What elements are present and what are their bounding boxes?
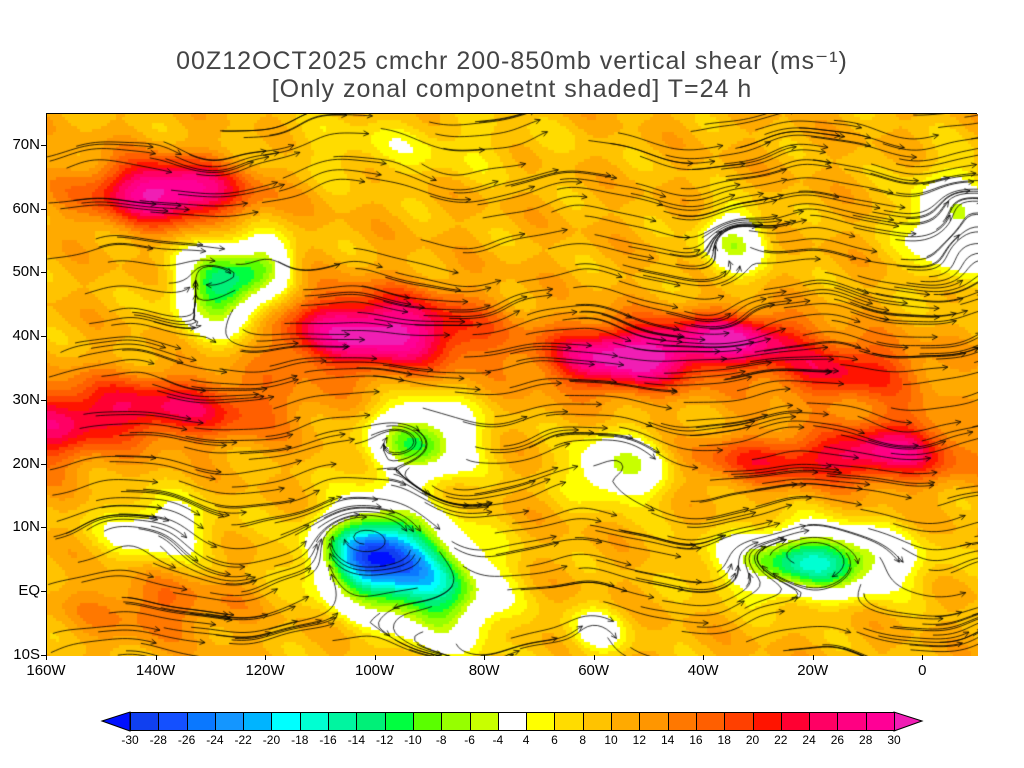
colorbar-label: 14: [660, 733, 675, 747]
colorbar-swatch: [356, 712, 386, 731]
lat-tick-label: 60N: [12, 199, 40, 217]
lon-tick-label: 140W: [135, 662, 176, 679]
colorbar-label: -12: [375, 733, 394, 747]
lon-tick-mark: [46, 655, 47, 660]
lat-tick-mark: [41, 655, 46, 656]
colorbar-label: 26: [830, 733, 845, 747]
colorbar-swatch: [130, 712, 160, 731]
colorbar-label: -10: [404, 733, 422, 747]
colorbar-label: 10: [604, 733, 618, 747]
colorbar-swatch: [328, 712, 358, 731]
lat-tick-label: 70N: [12, 135, 40, 153]
colorbar-swatch: [752, 712, 782, 731]
lon-tick-label: 0: [918, 662, 927, 679]
lon-tick-label: 100W: [354, 662, 395, 679]
colorbar-label: -6: [464, 733, 475, 747]
lon-tick-label: 160W: [26, 662, 66, 679]
lon-tick-label: 40W: [687, 662, 719, 679]
lat-tick-label: 10N: [12, 518, 40, 536]
chart-title: 00Z12OCT2025 cmchr 200-850mb vertical sh…: [176, 47, 848, 75]
lat-tick-mark: [41, 463, 46, 465]
colorbar-label: -20: [262, 733, 281, 747]
colorbar-swatch: [271, 712, 301, 731]
colorbar-label: -8: [435, 733, 447, 747]
colorbar-swatch: [695, 712, 726, 731]
colorbar-label: 12: [632, 733, 646, 747]
colorbar-label: -18: [291, 733, 309, 747]
lon-tick-label: 80W: [468, 662, 500, 679]
lat-tick-label: 10S: [13, 646, 40, 663]
colorbar-swatch: [724, 712, 754, 731]
colorbar-label: -28: [149, 733, 167, 747]
lat-tick-label: EQ: [18, 582, 40, 600]
colorbar-swatch: [526, 712, 556, 731]
lat-tick-mark: [41, 144, 46, 146]
colorbar-swatch: [667, 712, 697, 731]
lon-tick-mark: [374, 655, 376, 660]
colorbar-swatch: [299, 712, 330, 731]
colorbar-swatch: [412, 712, 443, 731]
colorbar-label: -16: [319, 733, 337, 747]
shear-streamlines: [47, 114, 978, 656]
lon-tick-mark: [922, 655, 924, 660]
colorbar-label: 6: [551, 733, 558, 747]
colorbar-label: -24: [206, 733, 224, 747]
colorbar-min-arrow: [100, 711, 131, 732]
shear-map: [46, 113, 978, 656]
colorbar-label: -22: [234, 733, 252, 747]
colorbar-swatch: [780, 712, 811, 731]
lon-tick-label: 120W: [245, 662, 285, 679]
lat-tick-mark: [41, 336, 46, 338]
colorbar-max-arrow: [893, 711, 924, 732]
colorbar-label: 20: [745, 733, 760, 747]
colorbar-swatch: [837, 712, 867, 731]
colorbar-swatch: [865, 712, 895, 731]
colorbar-label: 4: [522, 733, 530, 747]
colorbar-label: -4: [492, 733, 504, 747]
lon-tick-mark: [265, 655, 267, 660]
lat-tick-label: 40N: [12, 327, 40, 345]
colorbar-swatch: [186, 712, 216, 731]
lon-tick-mark: [593, 655, 595, 660]
lon-tick-mark: [703, 655, 705, 660]
lat-tick-mark: [41, 208, 46, 210]
colorbar-label: 24: [802, 733, 816, 747]
colorbar-swatch: [582, 712, 613, 731]
colorbar-label: 22: [774, 733, 788, 747]
lon-tick-mark: [484, 655, 486, 660]
colorbar-swatch: [243, 712, 273, 731]
colorbar-swatch: [497, 712, 528, 731]
colorbar-label: -14: [347, 733, 366, 747]
colorbar-swatch: [158, 712, 188, 731]
colorbar-label: 28: [859, 733, 873, 747]
colorbar-swatch: [214, 712, 245, 731]
colorbar-swatch: [809, 712, 839, 731]
lat-tick-mark: [41, 399, 46, 401]
colorbar-label: -26: [177, 733, 196, 747]
colorbar-label: 18: [717, 733, 731, 747]
lat-tick-label: 50N: [12, 263, 40, 281]
lon-tick-label: 60W: [578, 662, 610, 679]
lon-tick-mark: [155, 655, 157, 660]
lon-tick-label: 20W: [797, 662, 829, 679]
colorbar-swatch: [554, 712, 584, 731]
colorbar-swatch: [469, 712, 499, 731]
colorbar-swatch: [611, 712, 641, 731]
colorbar-label: 16: [689, 733, 703, 747]
lon-tick-mark: [812, 655, 814, 660]
colorbar-swatch: [639, 712, 669, 731]
lat-tick-mark: [41, 591, 46, 593]
lat-tick-label: 30N: [12, 390, 40, 408]
colorbar-swatch: [441, 712, 471, 731]
chart-subtitle: [Only zonal componetnt shaded] T=24 h: [271, 75, 753, 103]
lat-tick-mark: [41, 272, 46, 274]
lat-tick-label: 20N: [12, 454, 40, 472]
lat-tick-mark: [41, 527, 46, 529]
colorbar-label: 8: [579, 733, 587, 747]
colorbar-label: -30: [121, 733, 139, 747]
colorbar-label: 30: [887, 733, 901, 747]
colorbar-swatch: [384, 712, 414, 731]
